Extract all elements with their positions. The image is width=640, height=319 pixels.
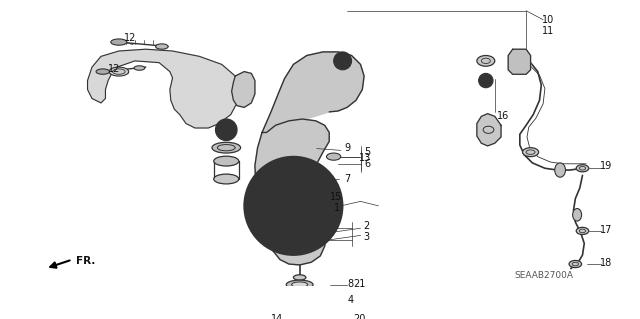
Text: 16: 16 xyxy=(497,111,509,121)
Polygon shape xyxy=(232,71,255,108)
Ellipse shape xyxy=(109,67,129,76)
Text: 15: 15 xyxy=(330,192,342,202)
Polygon shape xyxy=(88,49,240,128)
Ellipse shape xyxy=(214,174,239,184)
Text: 21: 21 xyxy=(353,279,365,289)
Ellipse shape xyxy=(212,142,241,153)
Text: 14: 14 xyxy=(271,314,284,319)
Text: 9: 9 xyxy=(344,143,351,153)
Text: 20: 20 xyxy=(353,314,365,319)
Text: 12: 12 xyxy=(124,33,136,43)
Circle shape xyxy=(244,157,342,255)
Ellipse shape xyxy=(555,163,566,177)
Ellipse shape xyxy=(576,227,589,234)
Ellipse shape xyxy=(573,209,582,221)
Text: SEAAB2700A: SEAAB2700A xyxy=(515,271,573,280)
Polygon shape xyxy=(477,114,501,146)
Ellipse shape xyxy=(335,318,347,319)
Ellipse shape xyxy=(214,156,239,166)
Circle shape xyxy=(338,56,347,65)
Text: 1: 1 xyxy=(333,203,340,213)
Ellipse shape xyxy=(292,282,308,287)
Ellipse shape xyxy=(576,165,589,172)
Ellipse shape xyxy=(286,280,313,289)
Text: 7: 7 xyxy=(344,174,351,184)
Ellipse shape xyxy=(326,153,341,160)
Text: 11: 11 xyxy=(542,26,554,36)
Polygon shape xyxy=(508,49,531,74)
Ellipse shape xyxy=(96,69,109,74)
Text: 17: 17 xyxy=(600,225,612,235)
Circle shape xyxy=(268,181,319,231)
Text: 2: 2 xyxy=(364,220,369,231)
Circle shape xyxy=(280,192,307,219)
Text: 3: 3 xyxy=(364,232,369,242)
Ellipse shape xyxy=(288,291,311,300)
Ellipse shape xyxy=(134,66,145,70)
Text: 8: 8 xyxy=(347,279,353,289)
Circle shape xyxy=(220,123,232,136)
Ellipse shape xyxy=(477,56,495,66)
Circle shape xyxy=(479,73,493,88)
Text: 12: 12 xyxy=(108,64,120,74)
Ellipse shape xyxy=(291,314,308,319)
Circle shape xyxy=(216,119,237,140)
Text: 10: 10 xyxy=(542,15,554,25)
Ellipse shape xyxy=(522,148,539,157)
Polygon shape xyxy=(262,52,364,132)
Ellipse shape xyxy=(293,275,306,280)
Text: FR.: FR. xyxy=(76,256,95,266)
Text: 13: 13 xyxy=(359,153,371,163)
Ellipse shape xyxy=(111,39,127,45)
Ellipse shape xyxy=(156,44,168,49)
Text: 4: 4 xyxy=(347,295,353,305)
Polygon shape xyxy=(255,119,329,265)
Circle shape xyxy=(256,168,331,243)
Text: 5: 5 xyxy=(364,147,371,157)
Ellipse shape xyxy=(569,260,582,268)
Text: 18: 18 xyxy=(600,258,612,268)
Text: 19: 19 xyxy=(600,161,612,172)
Text: 6: 6 xyxy=(364,159,370,169)
Ellipse shape xyxy=(288,305,311,313)
Circle shape xyxy=(333,52,351,70)
